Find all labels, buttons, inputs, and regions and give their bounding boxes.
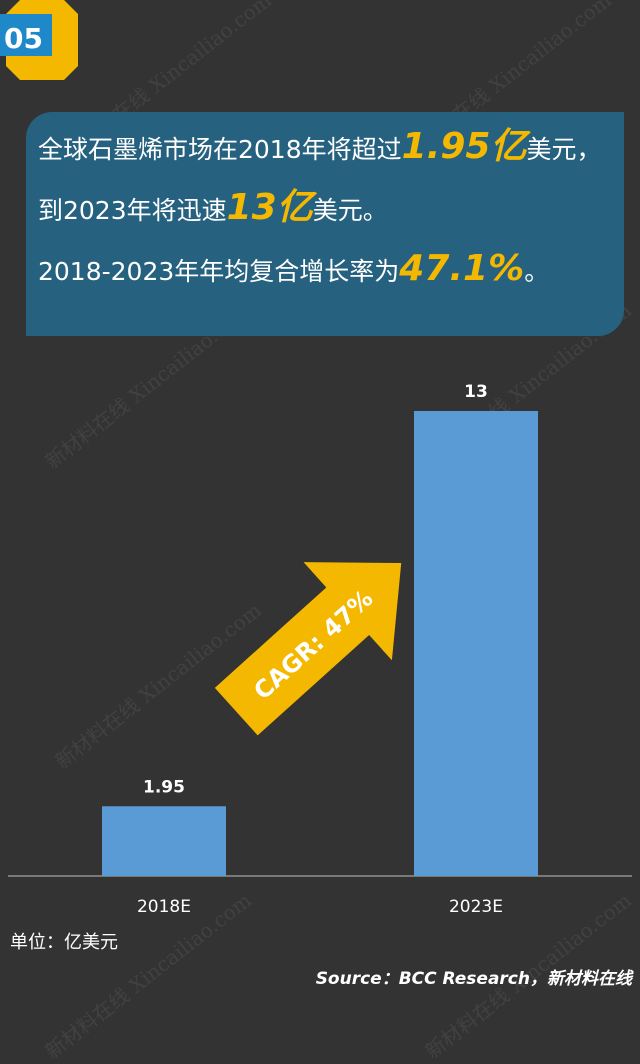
badge-number: 05 (4, 22, 43, 55)
data-label: 13 (464, 382, 488, 402)
section-badge: 05 (0, 0, 78, 80)
headline-highlight: 13亿 (226, 187, 313, 228)
x-tick-label: 2018E (137, 897, 191, 917)
bar-2023E (414, 411, 538, 876)
headline-text: 到2023年将迅速 (38, 196, 227, 225)
headline-line-2: 到2023年将迅速13亿美元。 (38, 190, 624, 226)
bar-2018E (102, 806, 226, 876)
arrow-icon (214, 562, 402, 736)
data-label: 1.95 (143, 777, 185, 797)
headline-text: 。 (524, 257, 550, 286)
headline-line-3: 2018-2023年年均复合增长率为47.1%。 (38, 251, 624, 287)
x-tick-label: 2023E (449, 897, 503, 917)
headline-text: 美元。 (312, 196, 388, 225)
headline-highlight: 1.95亿 (401, 126, 527, 167)
headline-box: 全球石墨烯市场在2018年将超过1.95亿美元， 到2023年将迅速13亿美元。… (26, 112, 624, 336)
cagr-arrow: CAGR: 47% (214, 562, 402, 736)
headline-text: 2018-2023年年均复合增长率为 (38, 257, 400, 286)
headline-text: 全球石墨烯市场在2018年将超过 (38, 135, 402, 164)
headline-line-1: 全球石墨烯市场在2018年将超过1.95亿美元， (38, 129, 624, 165)
source-note: Source：BCC Research，新材料在线 (315, 969, 632, 989)
badge-hexagon-icon (0, 0, 78, 80)
unit-label: 单位：亿美元 (10, 932, 118, 953)
headline-highlight: 47.1% (399, 248, 525, 289)
headline-text: 美元， (526, 135, 602, 164)
bar-chart: 1.95 2018E 13 2023E CAGR: 47% (8, 382, 632, 917)
